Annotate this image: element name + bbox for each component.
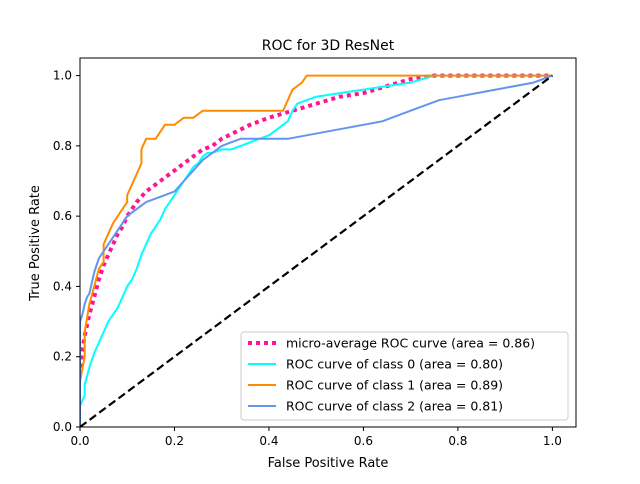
- y-tick-label: 0.0: [53, 420, 72, 434]
- legend-label-0: micro-average ROC curve (area = 0.86): [286, 336, 535, 351]
- x-tick-label: 0.4: [259, 434, 278, 448]
- x-axis: 0.0 0.2 0.4 0.6 0.8 1.0: [70, 427, 562, 448]
- x-tick-label: 0.6: [354, 434, 373, 448]
- series-line-0: [80, 73, 553, 368]
- y-tick-label: 0.8: [53, 139, 72, 153]
- y-axis: 0.0 0.2 0.4 0.6 0.8 1.0: [53, 69, 80, 434]
- legend-box: [240, 331, 569, 421]
- y-tick-label: 0.2: [53, 350, 72, 364]
- x-axis-label: False Positive Rate: [268, 456, 389, 471]
- chart-title: ROC for 3D ResNet: [262, 38, 395, 54]
- legend-label-2: ROC curve of class 1 (area = 0.89): [286, 378, 503, 393]
- axes-frame: [79, 57, 577, 428]
- legend-label-1: ROC curve of class 0 (area = 0.80): [286, 357, 503, 372]
- series-line-3: [80, 74, 553, 427]
- series-line-2: [80, 74, 553, 427]
- series-line-1: [80, 74, 553, 427]
- y-axis-label: True Positive Rate: [28, 185, 43, 302]
- chance-diagonal-line: [80, 74, 554, 427]
- x-tick-label: 0.0: [70, 434, 89, 448]
- y-tick-label: 0.4: [53, 279, 72, 293]
- x-tick-label: 0.2: [165, 434, 184, 448]
- x-tick-label: 1.0: [543, 434, 562, 448]
- y-tick-label: 0.6: [53, 209, 72, 223]
- legend-label-3: ROC curve of class 2 (area = 0.81): [286, 399, 503, 414]
- y-tick-label: 1.0: [53, 69, 72, 83]
- plot-lines: [80, 73, 554, 427]
- x-tick-label: 0.8: [448, 434, 467, 448]
- legend: micro-average ROC curve (area = 0.86) ROC…: [240, 331, 569, 421]
